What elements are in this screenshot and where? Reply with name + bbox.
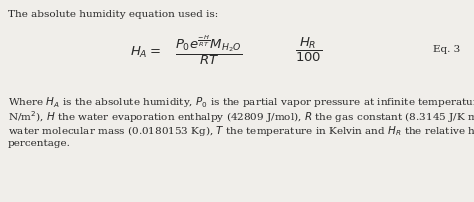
Text: water molecular mass (0.0180153 Kg), $T$ the temperature in Kelvin and $H_R$ the: water molecular mass (0.0180153 Kg), $T$… — [8, 124, 474, 138]
Text: N/m$^2$), $H$ the water evaporation enthalpy (42809 J/mol), $R$ the gas constant: N/m$^2$), $H$ the water evaporation enth… — [8, 109, 474, 126]
Text: $\dfrac{P_0 e^{\frac{-H}{RT}} M_{H_2O}}{RT}$: $\dfrac{P_0 e^{\frac{-H}{RT}} M_{H_2O}}{… — [175, 33, 242, 67]
Text: Where $H_A$ is the absolute humidity, $P_0$ is the partial vapor pressure at inf: Where $H_A$ is the absolute humidity, $P… — [8, 94, 474, 110]
Text: $\dfrac{H_R}{100}$: $\dfrac{H_R}{100}$ — [295, 36, 322, 64]
Text: $H_A =$: $H_A =$ — [130, 44, 161, 60]
Text: percentage.: percentage. — [8, 139, 71, 148]
Text: Eq. 3: Eq. 3 — [433, 45, 460, 55]
Text: The absolute humidity equation used is:: The absolute humidity equation used is: — [8, 10, 218, 19]
